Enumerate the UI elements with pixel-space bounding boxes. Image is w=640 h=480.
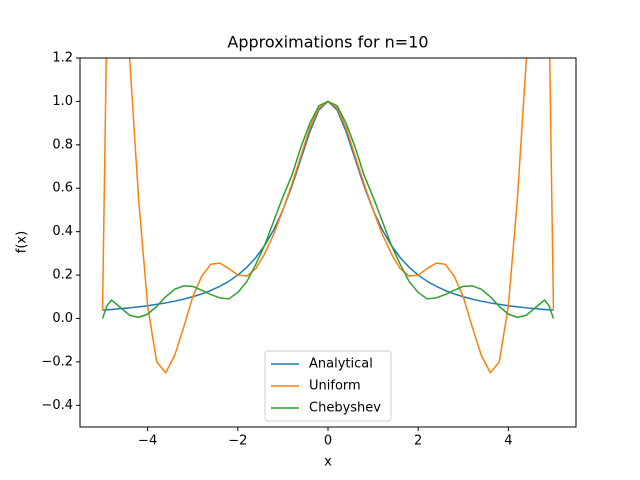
legend-label: Uniform: [309, 379, 361, 394]
series-line: [101, 100, 555, 319]
y-axis-label: f(x): [15, 231, 30, 253]
legend-label: Analytical: [309, 357, 373, 372]
series-line: [101, 58, 555, 374]
series-line: [102, 100, 554, 311]
plot-area: [101, 58, 555, 374]
legend-label: Chebyshev: [309, 401, 381, 416]
chart-title: Approximations for n=10: [227, 33, 428, 52]
y-tick-label: −0.2: [41, 354, 73, 369]
legend-box: [264, 350, 392, 422]
y-tick-label: 0.2: [52, 268, 73, 283]
x-tick-label: −4: [138, 434, 157, 449]
x-tick-label: 2: [414, 434, 422, 449]
y-tick-label: 0.6: [52, 181, 73, 196]
x-tick-label: 4: [504, 434, 512, 449]
y-tick-label: −0.4: [41, 398, 73, 413]
y-tick-label: 0.8: [52, 137, 73, 152]
x-tick-label: 0: [324, 434, 332, 449]
x-axis-label: x: [324, 455, 332, 470]
x-tick-label: −2: [228, 434, 247, 449]
y-tick-label: 0.4: [52, 224, 73, 239]
y-tick-label: 1.2: [52, 51, 73, 66]
y-tick-label: 1.0: [52, 94, 73, 109]
y-tick-label: 0.0: [52, 311, 73, 326]
